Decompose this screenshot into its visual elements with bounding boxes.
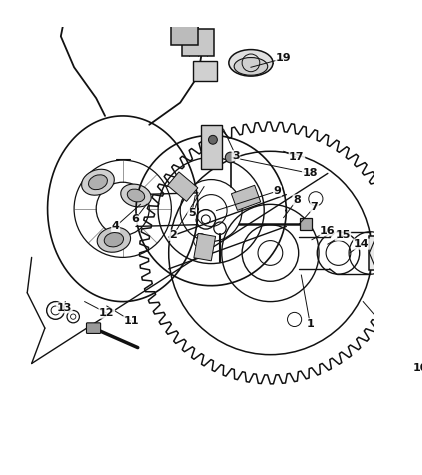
- Text: 6: 6: [131, 214, 139, 224]
- Text: 3: 3: [232, 151, 240, 161]
- FancyBboxPatch shape: [182, 29, 214, 56]
- FancyBboxPatch shape: [87, 323, 100, 333]
- Text: 5: 5: [188, 208, 195, 218]
- Text: 17: 17: [289, 152, 305, 162]
- Text: 19: 19: [276, 53, 292, 64]
- Text: 7: 7: [311, 202, 319, 212]
- Ellipse shape: [54, 0, 68, 14]
- FancyBboxPatch shape: [168, 172, 198, 201]
- Circle shape: [225, 152, 236, 163]
- Text: 10: 10: [413, 363, 422, 373]
- Text: 16: 16: [320, 226, 335, 236]
- FancyBboxPatch shape: [231, 185, 261, 210]
- Ellipse shape: [234, 57, 268, 75]
- Text: 8: 8: [293, 195, 301, 205]
- Text: 15: 15: [335, 230, 351, 240]
- Text: 14: 14: [354, 239, 369, 249]
- FancyBboxPatch shape: [200, 125, 222, 169]
- FancyBboxPatch shape: [192, 61, 217, 81]
- Ellipse shape: [229, 49, 273, 76]
- Ellipse shape: [127, 189, 145, 202]
- FancyBboxPatch shape: [300, 218, 312, 230]
- Text: 2: 2: [169, 230, 177, 240]
- Ellipse shape: [81, 169, 114, 195]
- FancyBboxPatch shape: [368, 236, 393, 270]
- Text: 1: 1: [306, 319, 314, 329]
- Text: 9: 9: [273, 186, 281, 196]
- Circle shape: [208, 135, 217, 144]
- Ellipse shape: [89, 175, 108, 190]
- FancyBboxPatch shape: [171, 10, 198, 45]
- Ellipse shape: [97, 227, 130, 252]
- Text: 12: 12: [99, 308, 114, 318]
- Ellipse shape: [121, 184, 151, 207]
- Text: 13: 13: [57, 303, 72, 313]
- Text: 4: 4: [112, 221, 119, 231]
- Ellipse shape: [104, 233, 124, 247]
- FancyBboxPatch shape: [194, 233, 216, 261]
- Text: 18: 18: [303, 169, 318, 179]
- Text: 11: 11: [124, 316, 139, 326]
